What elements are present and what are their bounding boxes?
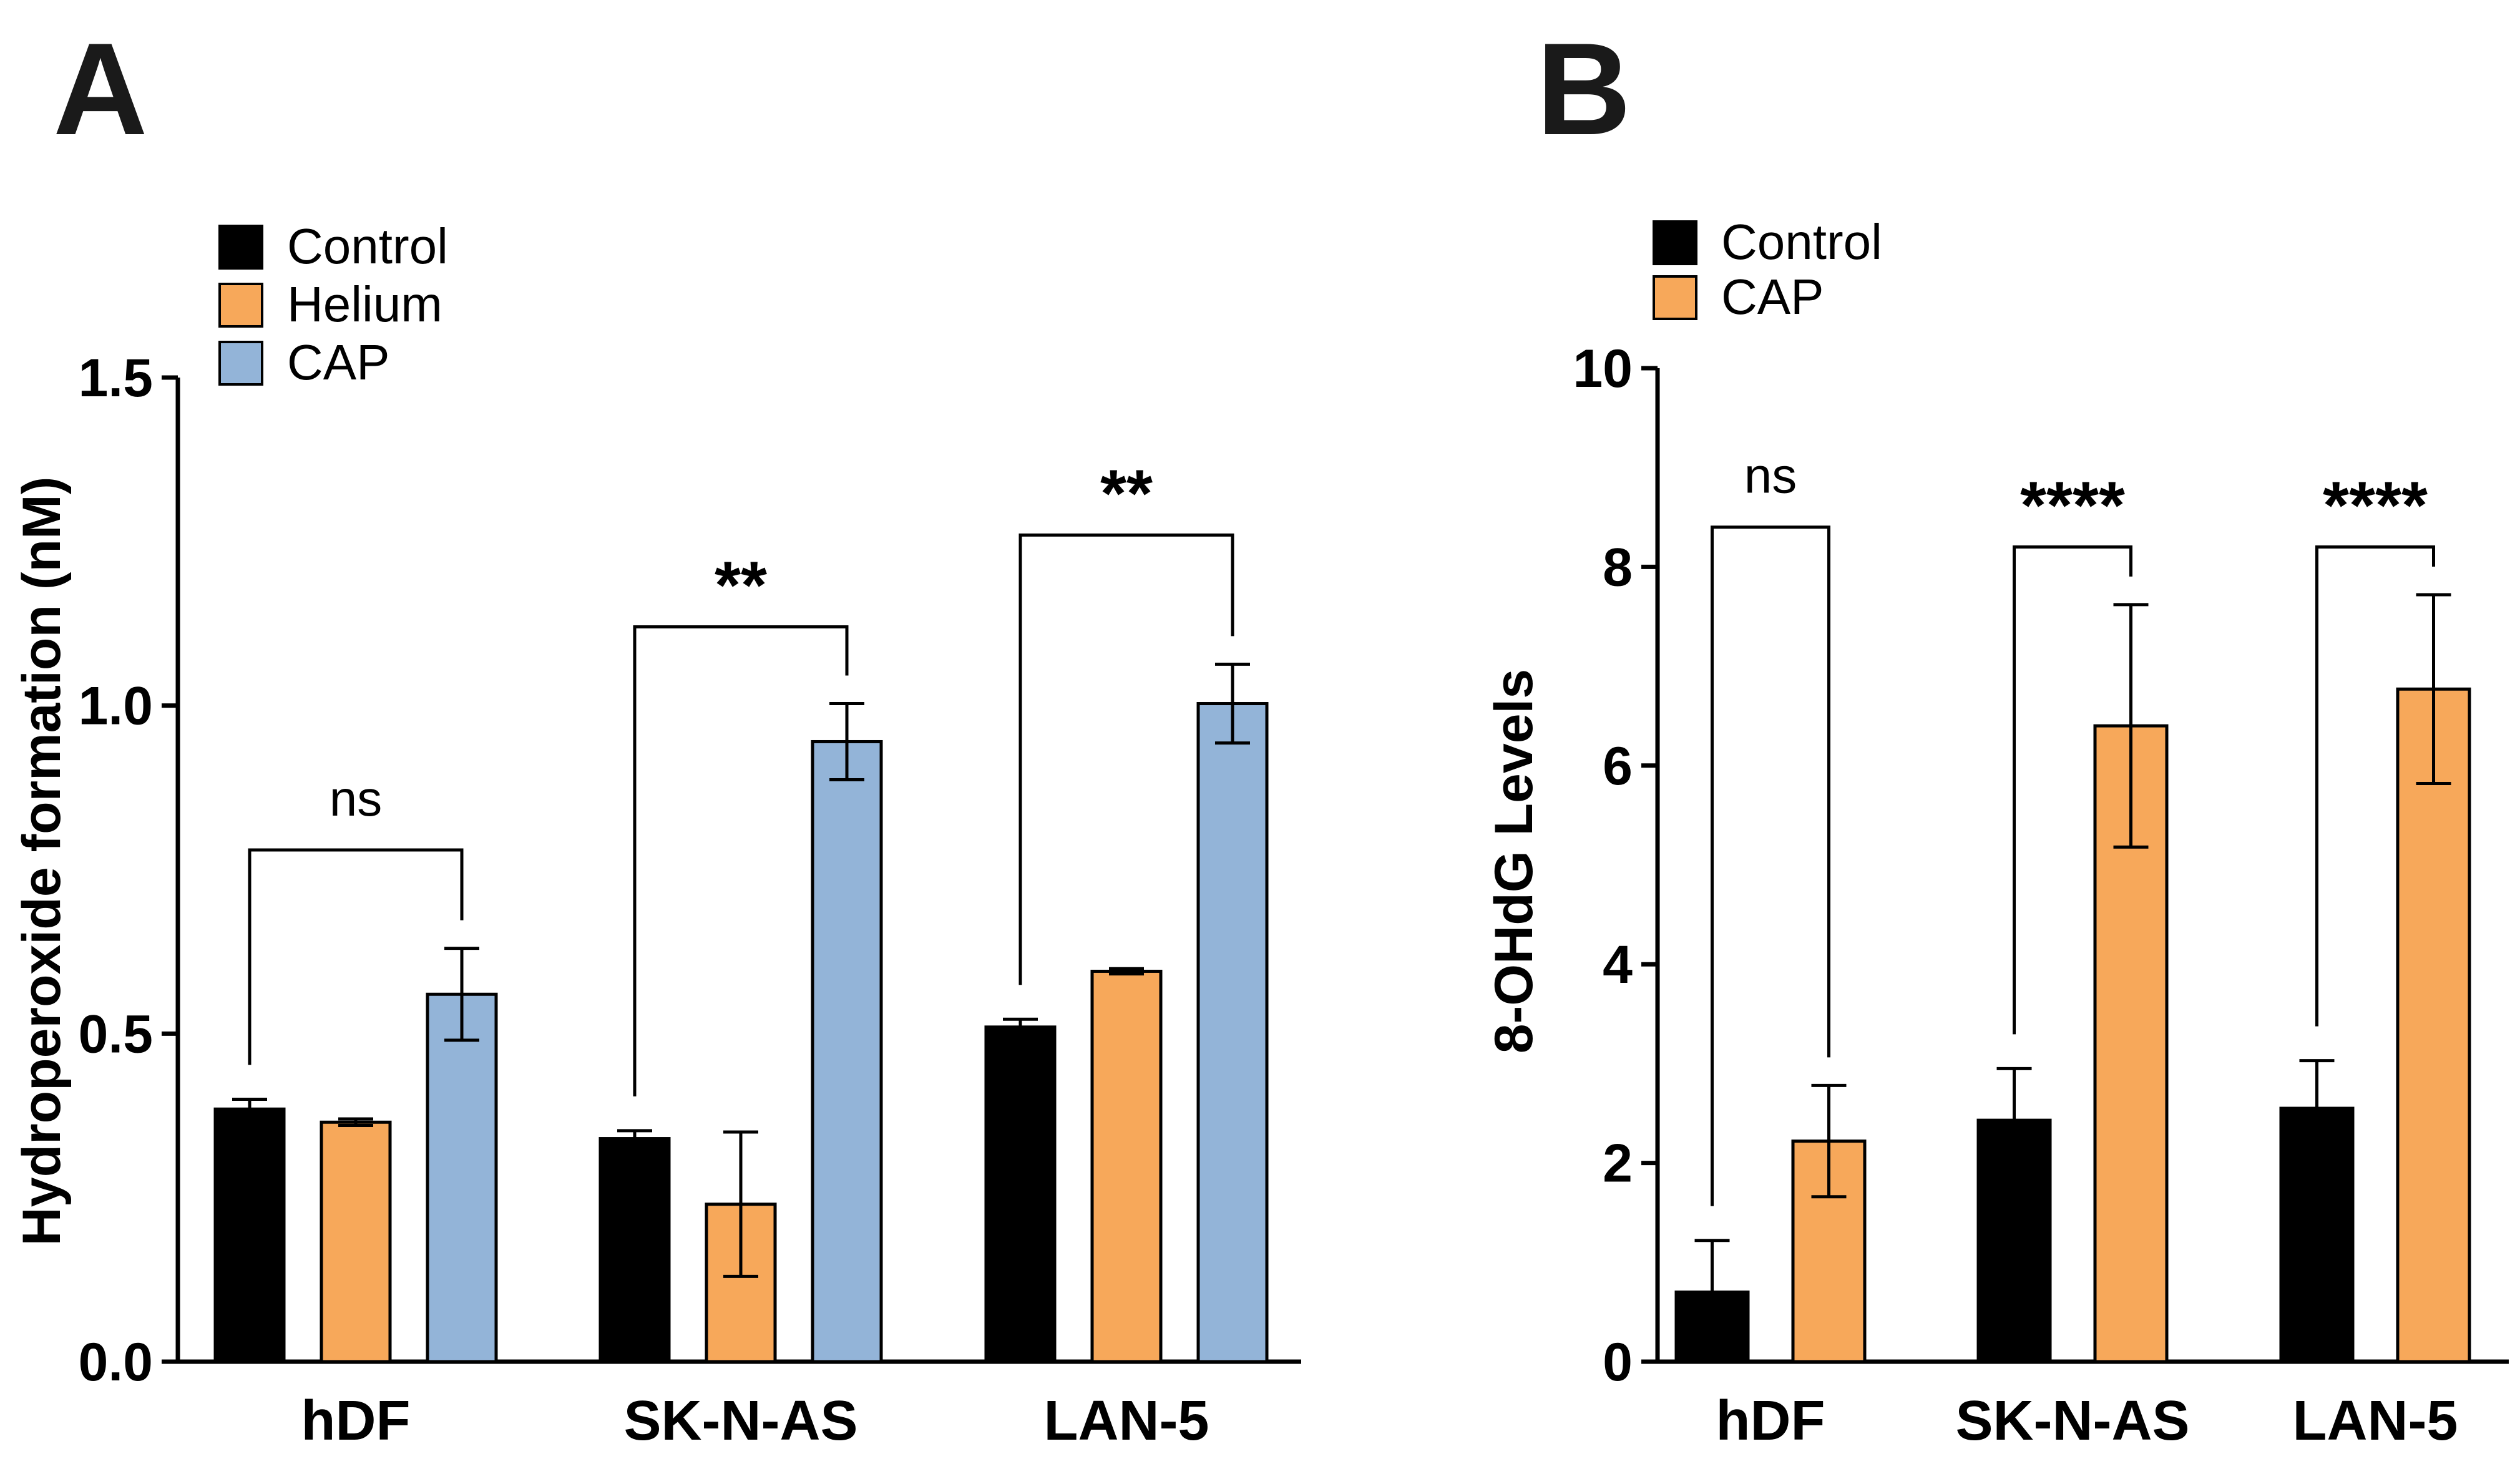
significance-bracket [633,625,849,1096]
panel-b-label: B [1536,16,1631,162]
legend-swatch [218,283,263,328]
y-axis-title: 8-OHdG Levels [1484,669,1544,1054]
legend-swatch [1653,220,1697,265]
bar [1976,1118,2052,1364]
legend-swatch [1653,275,1697,320]
bar [426,992,498,1364]
significance-label: ** [715,547,767,623]
bar [1090,969,1163,1364]
panel-b-chart: B 0 2 4 6 8 10 8-OHdG Levels hDF SK-N-AS LAN-5 ns *… [1484,16,2509,1452]
panel-a-chart: A 0.0 0.5 1.0 1.5 Hydroperoxide formation (n… [12,16,1301,1452]
y-tick-label: 1.5 [78,348,153,408]
y-tick-label: 0 [1603,1332,1633,1392]
significance-bracket [2013,545,2132,1035]
bar [1196,702,1269,1364]
legend-label: Control [287,218,448,274]
y-tick-label: 8 [1603,537,1633,597]
significance-bracket [1711,525,1830,1206]
significance-bracket [2315,545,2435,1027]
bar [213,1107,286,1364]
significance-bracket [248,848,464,1065]
x-category-label: LAN-5 [2293,1390,2458,1452]
y-tick-label: 0.0 [78,1332,153,1392]
bar [984,1025,1057,1364]
y-axis-title: Hydroperoxide formation (nM) [12,477,72,1246]
significance-label: **** [2323,467,2428,543]
y-tick-label: 4 [1603,935,1633,995]
significance-label: ** [1100,455,1153,530]
bar [811,739,883,1364]
x-category-label: hDF [1716,1390,1825,1452]
x-category-label: LAN-5 [1044,1390,1209,1452]
legend-label: CAP [1721,269,1824,325]
bar [2396,687,2471,1364]
legend-label: Control [1721,214,1882,270]
y-tick-label: 10 [1573,339,1633,399]
bar [320,1120,392,1364]
x-category-label: hDF [301,1390,411,1452]
legend-label: Helium [287,276,442,332]
significance-label: ns [330,771,383,826]
bar [2279,1106,2355,1364]
significance-label: **** [2020,467,2125,543]
y-tick-label: 1.0 [78,676,153,736]
x-category-label: SK-N-AS [1956,1390,2190,1452]
significance-label: ns [1744,448,1797,504]
y-tick-label: 2 [1603,1134,1633,1194]
legend-label: CAP [287,334,390,390]
y-tick-label: 0.5 [78,1004,153,1064]
legend-swatch [218,341,263,386]
x-category-label: SK-N-AS [624,1390,858,1452]
bar [1674,1291,1750,1364]
panel-a-label: A [53,16,148,162]
y-tick-label: 6 [1603,736,1633,796]
significance-bracket [1018,533,1234,985]
bar [598,1137,671,1364]
legend-swatch [218,225,263,270]
